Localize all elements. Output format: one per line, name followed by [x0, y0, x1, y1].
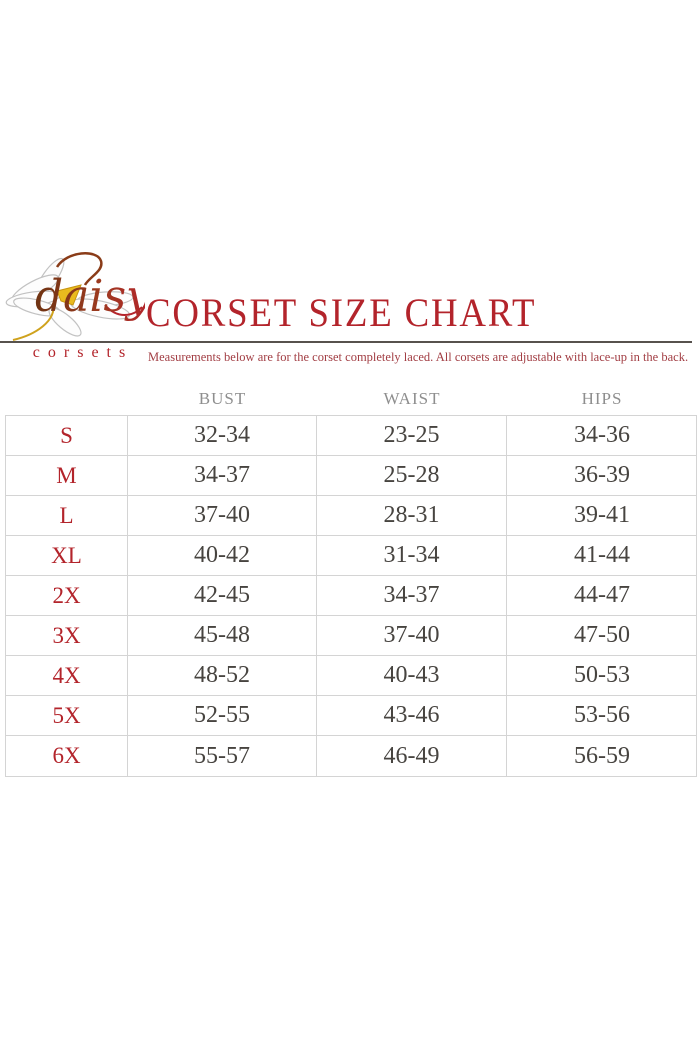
hips-cell: 41-44 — [574, 542, 630, 568]
size-cell: 6X — [6, 736, 128, 776]
hips-cell: 36-39 — [574, 462, 630, 488]
waist-cell: 25-28 — [317, 456, 507, 495]
waist-cell: 46-49 — [317, 736, 507, 776]
divider-rule — [0, 341, 692, 343]
column-headers: BUST WAIST HIPS — [5, 386, 697, 412]
size-cell: 5X — [6, 696, 128, 735]
waist-cell: 40-43 — [317, 656, 507, 695]
hips-cell: 56-59 — [574, 742, 630, 769]
hips-cell: 34-36 — [574, 422, 630, 448]
table-row: M 34-37 25-28 36-39 — [6, 456, 696, 496]
table-row: 5X 52-55 43-46 53-56 — [6, 696, 696, 736]
bust-cell: 42-45 — [128, 576, 317, 615]
size-cell: S — [6, 416, 128, 455]
bust-cell: 34-37 — [128, 456, 317, 495]
table-row: 6X 55-57 46-49 56-59 — [6, 736, 696, 776]
bust-cell: 48-52 — [128, 656, 317, 695]
waist-cell: 43-46 — [317, 696, 507, 735]
column-header-spacer — [5, 386, 128, 412]
waist-cell: 34-37 — [317, 576, 507, 615]
waist-cell: 37-40 — [317, 616, 507, 655]
brand-subtext: corsets — [32, 344, 134, 361]
size-table: S 32-34 23-25 34-36 M 34-37 25-28 36-39 … — [5, 415, 697, 777]
size-cell: XL — [6, 536, 128, 575]
bust-cell: 55-57 — [128, 736, 317, 776]
column-header-bust: BUST — [198, 389, 247, 408]
size-cell: L — [6, 496, 128, 535]
size-cell: 4X — [6, 656, 128, 695]
size-cell: 3X — [6, 616, 128, 655]
table-row: 4X 48-52 40-43 50-53 — [6, 656, 696, 696]
daisy-flower-icon: daisy — [5, 252, 145, 341]
bust-cell: 32-34 — [128, 416, 317, 455]
hips-cell: 53-56 — [574, 702, 630, 728]
bust-cell: 52-55 — [128, 696, 317, 735]
column-header-waist: WAIST — [383, 389, 441, 408]
table-row: 3X 45-48 37-40 47-50 — [6, 616, 696, 656]
size-cell: 2X — [6, 576, 128, 615]
bust-cell: 37-40 — [128, 496, 317, 535]
size-cell: M — [6, 456, 128, 495]
column-header-hips: HIPS — [581, 389, 623, 408]
measurement-note: Measurements below are for the corset co… — [148, 350, 689, 364]
bust-cell: 45-48 — [128, 616, 317, 655]
table-row: 2X 42-45 34-37 44-47 — [6, 576, 696, 616]
brand-script: daisy — [35, 271, 145, 322]
page-title: CORSET SIZE CHART — [146, 290, 537, 335]
table-row: XL 40-42 31-34 41-44 — [6, 536, 696, 576]
waist-cell: 23-25 — [317, 416, 507, 455]
waist-cell: 31-34 — [317, 536, 507, 575]
hips-cell: 47-50 — [574, 622, 630, 648]
bust-cell: 40-42 — [128, 536, 317, 575]
waist-cell: 28-31 — [317, 496, 507, 535]
hips-cell: 50-53 — [574, 662, 630, 688]
hips-cell: 39-41 — [574, 502, 630, 528]
table-row: S 32-34 23-25 34-36 — [6, 416, 696, 456]
table-row: L 37-40 28-31 39-41 — [6, 496, 696, 536]
hips-cell: 44-47 — [574, 582, 630, 608]
